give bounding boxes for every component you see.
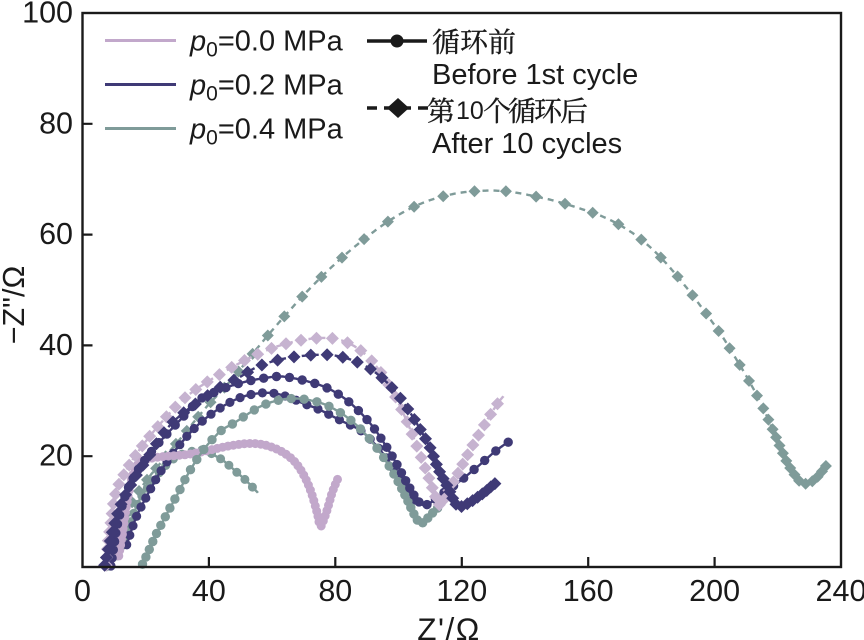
svg-text:−Z"/Ω: −Z"/Ω [0,266,31,345]
svg-text:60: 60 [39,217,73,251]
svg-text:p0=0.4 MPa: p0=0.4 MPa [189,114,344,150]
svg-text:Before 1st cycle: Before 1st cycle [432,59,638,91]
svg-text:240: 240 [816,574,864,608]
svg-text:100: 100 [22,0,73,30]
svg-text:20: 20 [39,439,73,473]
svg-text:After 10 cycles: After 10 cycles [432,128,622,160]
svg-text:p0=0.2 MPa: p0=0.2 MPa [189,70,344,106]
svg-text:Z'/Ω: Z'/Ω [417,611,481,640]
svg-text:40: 40 [39,328,73,362]
svg-text:p0=0.0 MPa: p0=0.0 MPa [189,26,344,62]
svg-text:40: 40 [192,574,226,608]
svg-text:200: 200 [689,574,740,608]
svg-text:10: 10 [456,97,484,125]
svg-text:120: 120 [436,574,487,608]
svg-text:0: 0 [74,574,91,608]
svg-text:160: 160 [563,574,614,608]
svg-text:80: 80 [39,106,73,140]
svg-text:80: 80 [318,574,352,608]
